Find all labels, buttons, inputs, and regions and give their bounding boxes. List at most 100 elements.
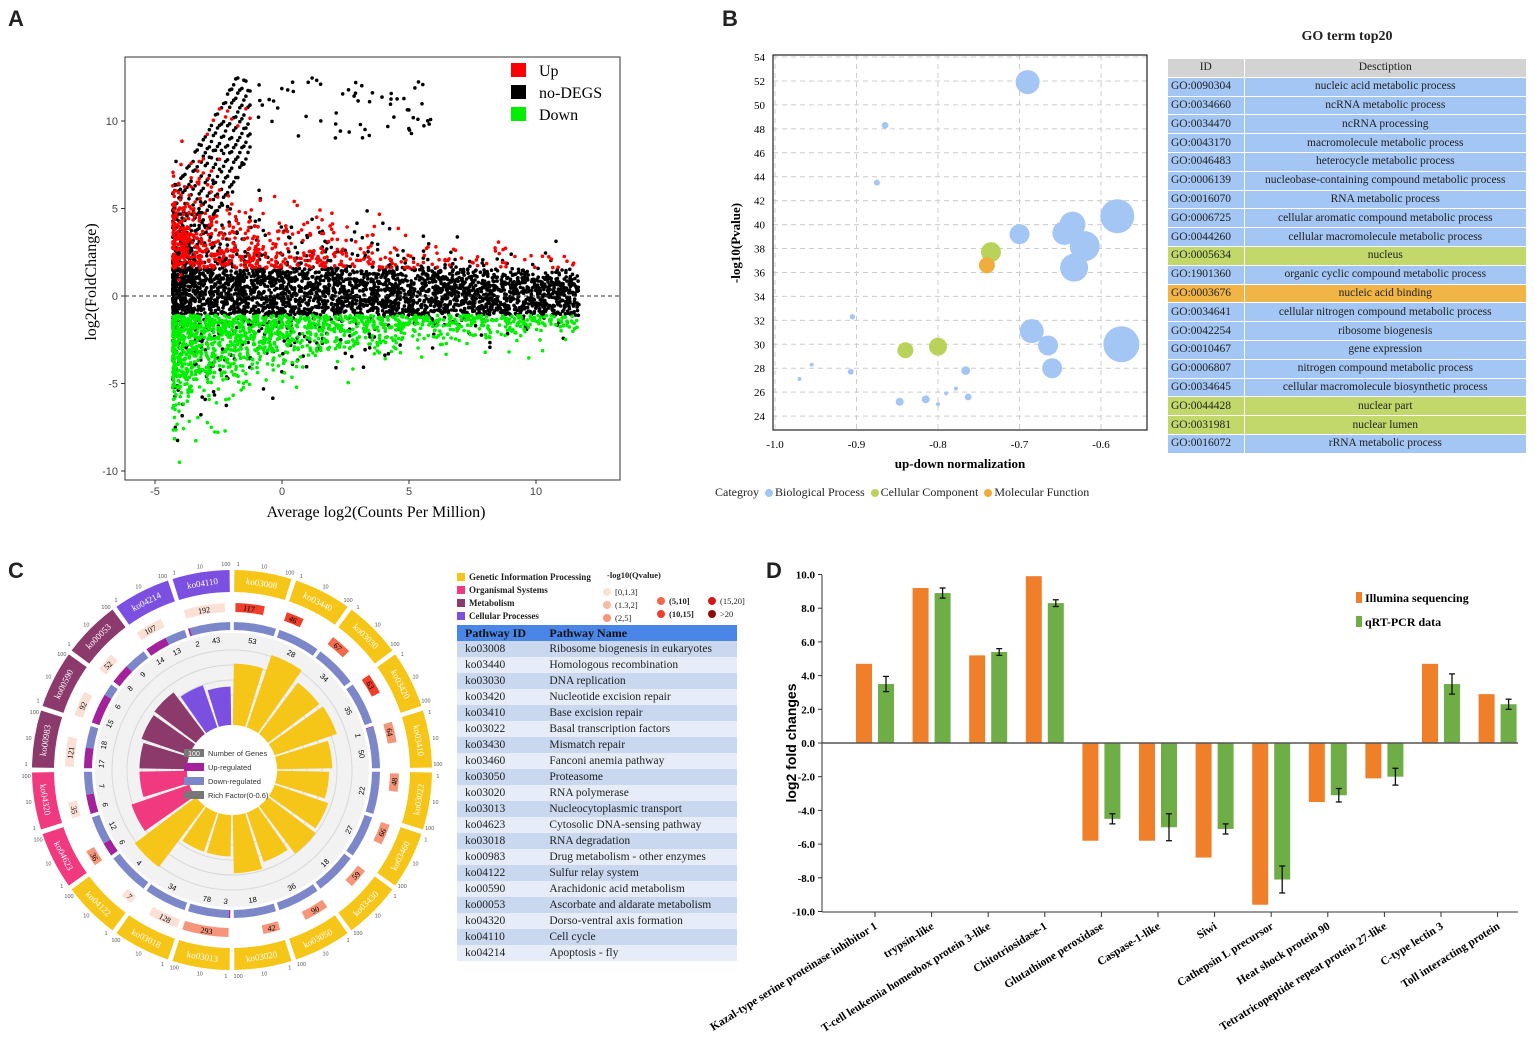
no-deg-point [213,283,217,288]
no-deg-point [257,290,261,294]
up-point [171,233,175,238]
no-deg-point [293,305,298,309]
no-deg-point [560,268,564,272]
up-point [172,194,177,199]
no-deg-point [229,135,234,140]
up-point [211,216,215,221]
down-point [534,327,539,332]
down-point [453,337,458,341]
no-deg-point [466,301,471,306]
no-deg-point [241,276,245,281]
up-point [322,256,327,260]
up-point [191,264,195,268]
no-deg-point [472,301,477,305]
no-deg-point [379,288,384,292]
up-point [225,208,229,212]
up-point [335,237,340,242]
no-deg-point [375,242,380,247]
no-deg-point [215,208,220,213]
down-point [305,343,310,348]
up-point [289,255,293,259]
no-deg-point [337,291,342,295]
no-deg-point [283,304,288,309]
down-point [175,422,179,427]
no-deg-point [238,150,242,155]
no-deg-point [395,297,399,301]
down-point [277,353,282,358]
no-deg-point [374,296,378,301]
down-point [199,355,203,360]
up-point [215,195,220,199]
down-point [177,401,181,406]
no-deg-point [219,169,224,174]
no-deg-point [352,297,357,302]
down-point [463,318,468,322]
up-point [244,265,248,270]
no-deg-point [481,258,485,262]
no-deg-point [183,172,187,177]
up-point [208,242,213,247]
no-deg-point [245,284,249,289]
up-point [185,246,190,251]
no-deg-point [240,131,244,136]
down-point [479,323,484,328]
up-point [195,180,199,185]
no-deg-point [187,306,191,311]
no-deg-point [452,288,457,292]
no-deg-point [335,266,340,271]
no-deg-point [339,299,344,303]
no-deg-point [466,288,471,292]
down-point [270,346,274,350]
no-deg-point [189,246,194,251]
down-point [223,429,227,433]
down-point [265,362,270,366]
no-deg-point [347,272,352,277]
no-deg-point [231,275,235,280]
no-deg-point [388,293,393,298]
up-point [318,263,322,268]
no-deg-point [241,286,246,290]
no-deg-point [386,124,390,129]
up-point [227,237,232,242]
no-deg-point [276,293,280,297]
no-deg-point [416,80,421,84]
no-deg-point [481,263,486,268]
no-deg-point [288,297,293,302]
no-deg-point [282,308,286,313]
up-point [305,220,310,225]
no-deg-point [287,235,292,240]
no-deg-point [431,285,435,290]
no-deg-point [469,305,473,310]
no-deg-point [423,294,428,298]
no-deg-point [430,346,435,350]
up-point [310,253,315,258]
up-point [213,240,218,245]
no-deg-point [279,291,283,296]
no-deg-point [383,353,387,358]
no-deg-point [327,283,332,288]
no-deg-point [487,300,491,305]
no-deg-point [376,301,381,306]
up-point [201,157,206,161]
no-deg-point [287,289,291,294]
no-deg-point [487,288,492,293]
no-deg-point [429,276,434,281]
down-point [209,380,213,385]
no-deg-point [521,286,525,291]
no-deg-point [344,277,348,282]
down-point [558,324,563,329]
no-deg-point [365,209,369,213]
up-point [171,170,175,175]
up-point [175,230,180,235]
up-point [504,264,508,269]
no-deg-point [195,228,199,232]
no-deg-point [245,268,250,273]
no-deg-point [213,308,218,313]
up-point [308,231,312,236]
no-deg-point [391,269,396,274]
no-deg-point [218,278,223,283]
no-deg-point [216,289,220,293]
no-deg-point [402,295,406,300]
no-deg-point [452,308,457,313]
no-deg-point [562,293,567,298]
